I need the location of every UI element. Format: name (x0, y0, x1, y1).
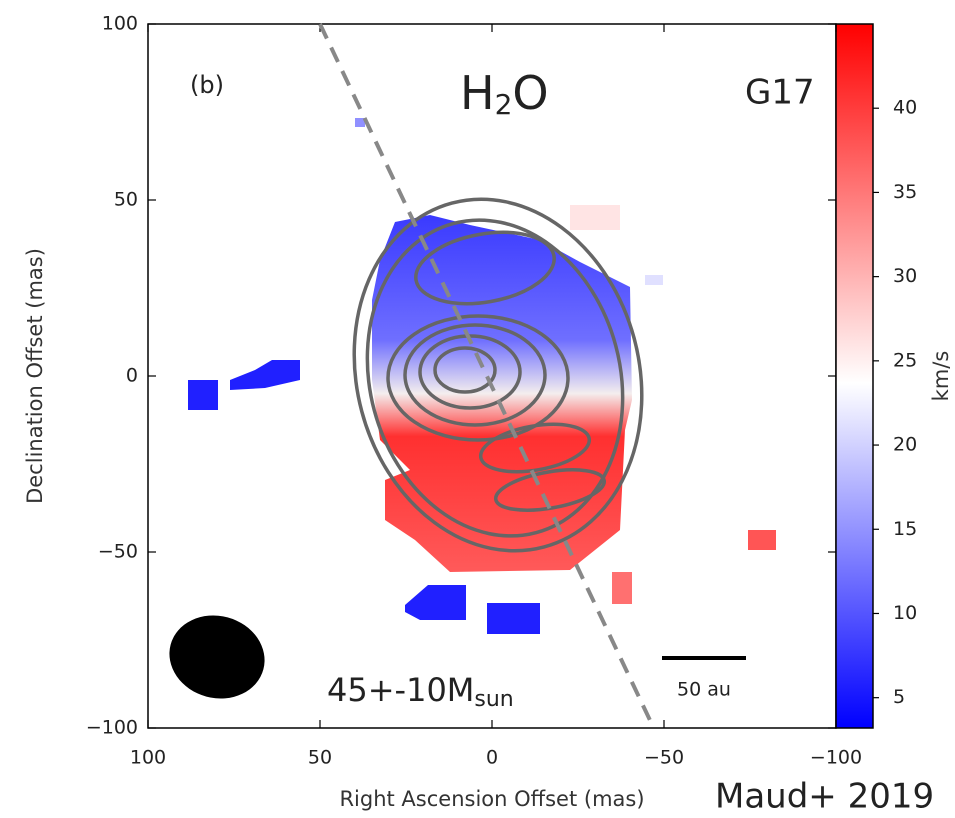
colorbar-tick-label: 10 (893, 602, 917, 624)
x-tick-label: 100 (130, 747, 166, 769)
mass-part: sun (474, 687, 513, 712)
title-part: O (512, 66, 548, 120)
scale-bar-label: 50 au (677, 679, 731, 701)
y-tick-label: −100 (86, 717, 138, 739)
y-axis-label: Declination Offset (mas) (23, 248, 47, 504)
source-label: G17 (745, 73, 815, 113)
colorbar-tick-label: 40 (893, 97, 917, 119)
colorbar-tick-label: 25 (893, 349, 917, 371)
x-tick-label: 50 (308, 747, 332, 769)
y-tick-label: 50 (114, 189, 138, 211)
x-tick-label: −100 (810, 747, 862, 769)
colorbar-label: km/s (929, 351, 953, 402)
colorbar-tick-label: 20 (893, 434, 917, 456)
colorbar-tick-label: 15 (893, 518, 917, 540)
citation: Maud+ 2019 (715, 777, 934, 817)
map-layout (169, 118, 776, 699)
y-tick-label: 0 (126, 365, 138, 387)
colorbar-tick-label: 35 (893, 181, 917, 203)
y-tick-label: 100 (102, 13, 138, 35)
x-axis-label: Right Ascension Offset (mas) (339, 787, 644, 811)
panel-label: (b) (190, 71, 224, 99)
x-tick-label: 0 (486, 747, 498, 769)
colorbar-tick-label: 5 (893, 686, 905, 708)
y-tick-label: −50 (98, 541, 138, 563)
title-part: 2 (495, 88, 513, 121)
mass-label: 45+-10Msun (327, 671, 514, 712)
title-part: H (460, 66, 495, 120)
mass-part: 45+-10M (327, 671, 474, 709)
colorbar-tick-label: 30 (893, 265, 917, 287)
x-tick-label: −50 (644, 747, 684, 769)
colorbar (835, 23, 874, 729)
title: H2O (460, 66, 549, 122)
